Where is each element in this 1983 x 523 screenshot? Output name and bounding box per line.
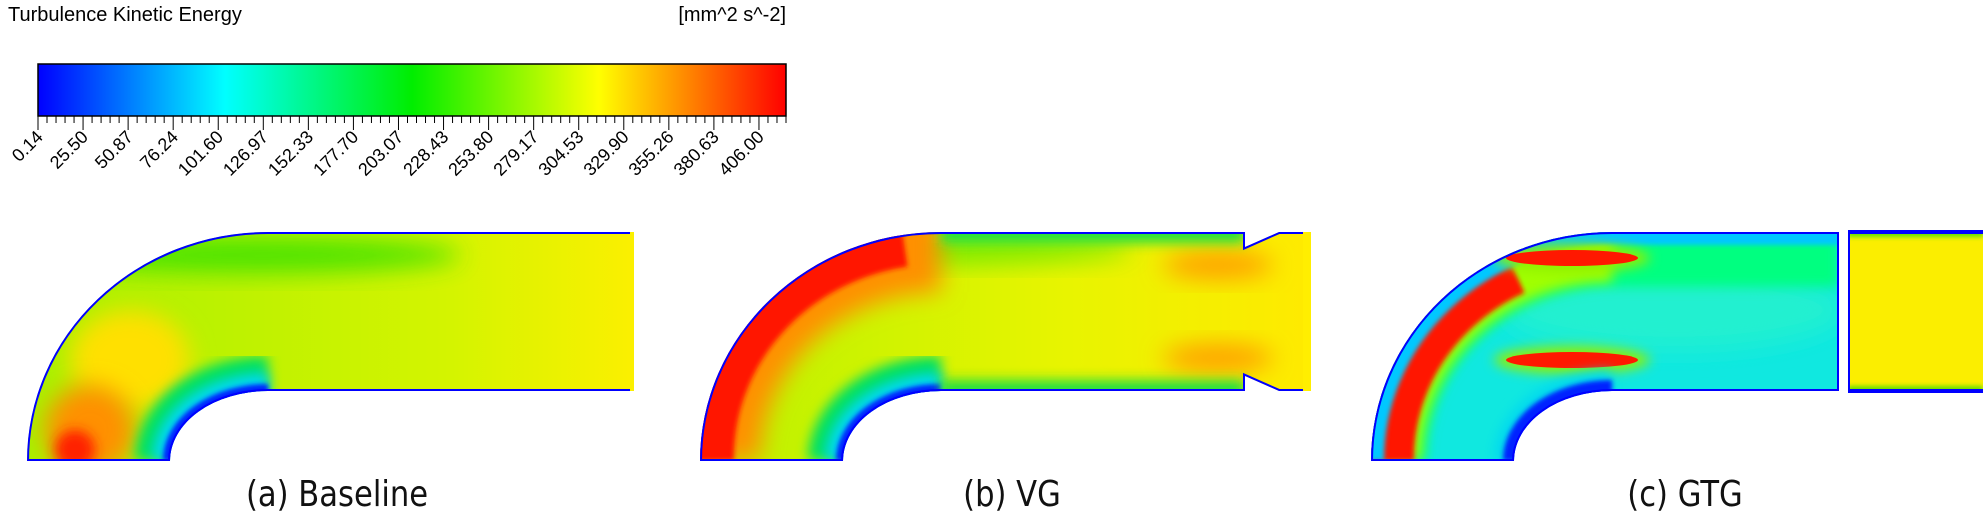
- tick-label: 152.33: [264, 127, 317, 180]
- tick-label: 203.07: [354, 127, 407, 180]
- caption-gtg: (c) GTG: [1627, 474, 1743, 515]
- contour-vg: [700, 232, 1311, 461]
- tick-label: 253.80: [444, 127, 497, 180]
- contour-baseline: [27, 232, 634, 461]
- caption-baseline: (a) Baseline: [245, 474, 429, 515]
- tick-label: 406.00: [715, 127, 768, 180]
- tick-label: 0.14: [8, 127, 47, 166]
- tick-label: 355.26: [625, 127, 678, 180]
- tick-label: 101.60: [174, 127, 227, 180]
- legend-unit: [mm^2 s^-2]: [678, 4, 786, 26]
- tick-label: 329.90: [580, 127, 633, 180]
- legend-title: Turbulence Kinetic Energy: [8, 4, 242, 26]
- tick-label: 126.97: [219, 127, 272, 180]
- tick-label: 304.53: [534, 127, 587, 180]
- caption-vg: (b) VG: [963, 474, 1061, 515]
- contour-gtg: [1371, 230, 1983, 461]
- tick-label: 177.70: [309, 127, 362, 180]
- tick-label: 279.17: [489, 127, 542, 180]
- tick-label: 25.50: [46, 127, 92, 173]
- colorbar-ticks: 0.14 25.50 50.87 76.24101.60126.97152.33177…: [8, 116, 787, 180]
- tick-label: 228.43: [399, 127, 452, 180]
- tick-label: 380.63: [670, 127, 723, 180]
- colorbar: [37, 63, 787, 117]
- tick-label: 50.87: [91, 127, 137, 173]
